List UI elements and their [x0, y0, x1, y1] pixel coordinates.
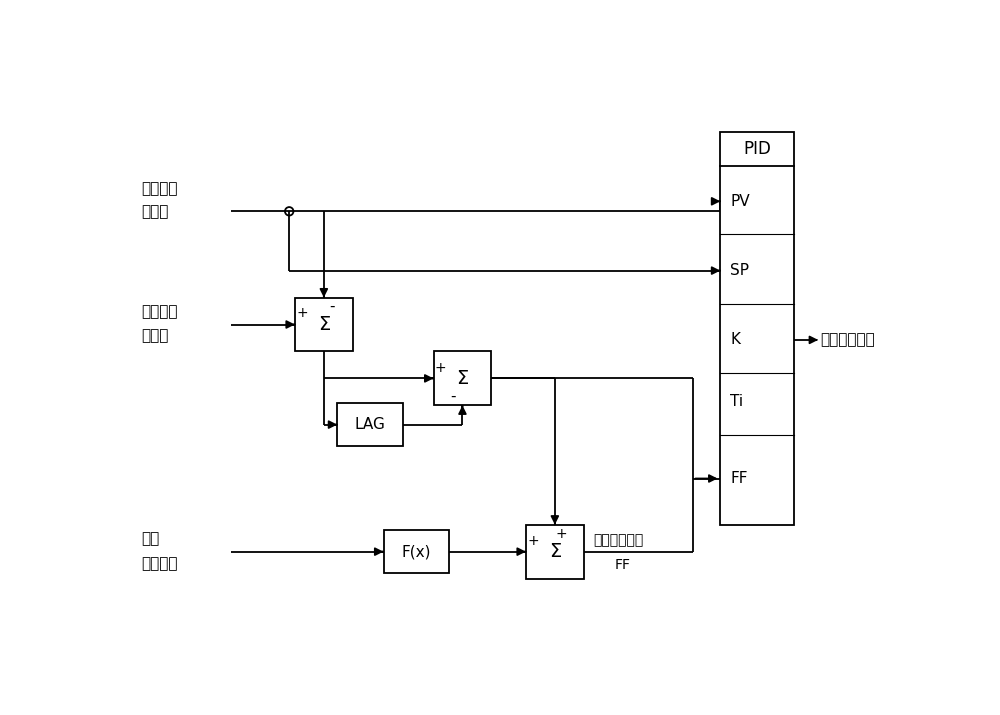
Text: Σ: Σ: [456, 369, 469, 388]
Bar: [434, 352, 491, 405]
Text: Σ: Σ: [318, 315, 330, 334]
Text: LAG: LAG: [355, 417, 385, 432]
Text: -: -: [450, 389, 456, 403]
Text: F(x): F(x): [402, 544, 431, 559]
Bar: [337, 403, 403, 445]
Text: FF: FF: [730, 471, 748, 486]
Text: Ti: Ti: [730, 394, 744, 409]
Text: +: +: [296, 306, 308, 320]
Text: K: K: [730, 332, 740, 347]
Text: PV: PV: [730, 194, 750, 209]
Bar: [295, 297, 353, 352]
Text: FF: FF: [615, 558, 631, 572]
Text: 锅炉主控前馈: 锅炉主控前馈: [593, 533, 643, 547]
Bar: [526, 525, 584, 578]
Text: SP: SP: [730, 263, 749, 278]
Text: 主汽压力: 主汽压力: [141, 304, 178, 319]
Text: 负荷指令: 负荷指令: [141, 556, 178, 571]
Bar: [384, 531, 449, 573]
Text: +: +: [555, 527, 567, 541]
Text: +: +: [435, 360, 446, 375]
Text: 设定值: 设定值: [141, 329, 169, 343]
Text: Σ: Σ: [549, 542, 561, 561]
Bar: [720, 132, 794, 525]
Text: PID: PID: [743, 140, 771, 158]
Text: +: +: [527, 534, 539, 548]
Text: -: -: [329, 300, 334, 315]
Text: 测量值: 测量值: [141, 204, 169, 219]
Text: 主汽压力: 主汽压力: [141, 181, 178, 196]
Text: 机组: 机组: [141, 531, 160, 546]
Text: 锅炉主控输出: 锅炉主控输出: [820, 332, 875, 347]
